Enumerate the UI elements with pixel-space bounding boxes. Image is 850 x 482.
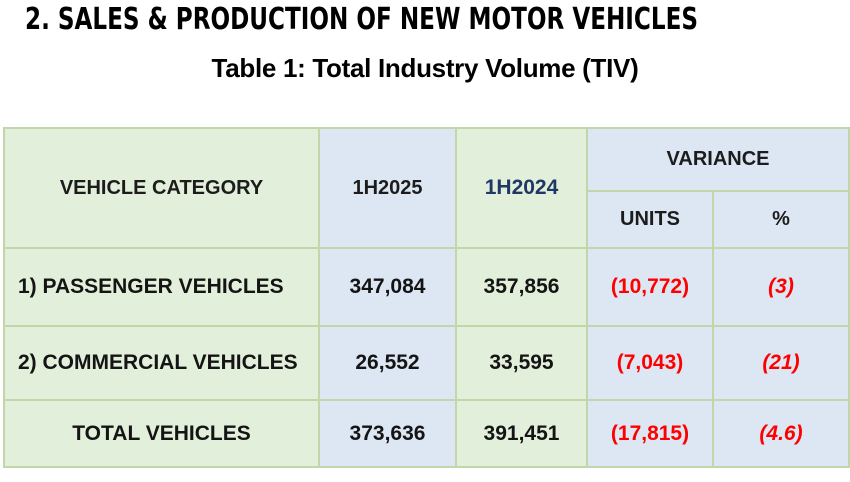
- cell-category: 1) PASSENGER VEHICLES: [3, 247, 320, 327]
- cell-1h2024: 357,856: [455, 247, 588, 327]
- col-header-variance-units: UNITS: [586, 190, 714, 249]
- col-header-variance: VARIANCE: [586, 127, 850, 192]
- cell-variance-pct: (21): [712, 325, 850, 401]
- col-header-variance-pct: %: [712, 190, 850, 249]
- col-header-vehicle-category: VEHICLE CATEGORY: [3, 127, 320, 249]
- cell-1h2024: 33,595: [455, 325, 588, 401]
- header-row-1: VEHICLE CATEGORY 1H2025 1H2024 VARIANCE: [3, 127, 850, 249]
- cell-variance-units: (17,815): [586, 399, 714, 468]
- cell-variance-pct: (4.6): [712, 399, 850, 468]
- cell-1h2025: 373,636: [318, 399, 457, 468]
- cell-variance-units: (7,043): [586, 325, 714, 401]
- table-row-passenger: 1) PASSENGER VEHICLES 347,084 357,856 (1…: [3, 247, 850, 327]
- header-row-2: UNITS %: [4, 190, 850, 249]
- cell-variance-pct: (3): [712, 247, 850, 327]
- cell-1h2025: 347,084: [318, 247, 457, 327]
- page-title: 2. SALES & PRODUCTION OF NEW MOTOR VEHIC…: [25, 2, 698, 37]
- cell-variance-units: (10,772): [586, 247, 714, 327]
- col-header-1h2024: 1H2024: [455, 127, 588, 249]
- tiv-table: VEHICLE CATEGORY 1H2025 1H2024 VARIANCE …: [3, 127, 850, 468]
- col-header-1h2025: 1H2025: [318, 127, 457, 249]
- table-row-commercial: 2) COMMERCIAL VEHICLES 26,552 33,595 (7,…: [3, 325, 850, 401]
- cell-1h2025: 26,552: [318, 325, 457, 401]
- table-row-total: TOTAL VEHICLES 373,636 391,451 (17,815) …: [3, 399, 850, 468]
- cell-category: 2) COMMERCIAL VEHICLES: [3, 325, 320, 401]
- table-title: Table 1: Total Industry Volume (TIV): [211, 53, 639, 83]
- cell-1h2024: 391,451: [455, 399, 588, 468]
- cell-category-total: TOTAL VEHICLES: [3, 399, 320, 468]
